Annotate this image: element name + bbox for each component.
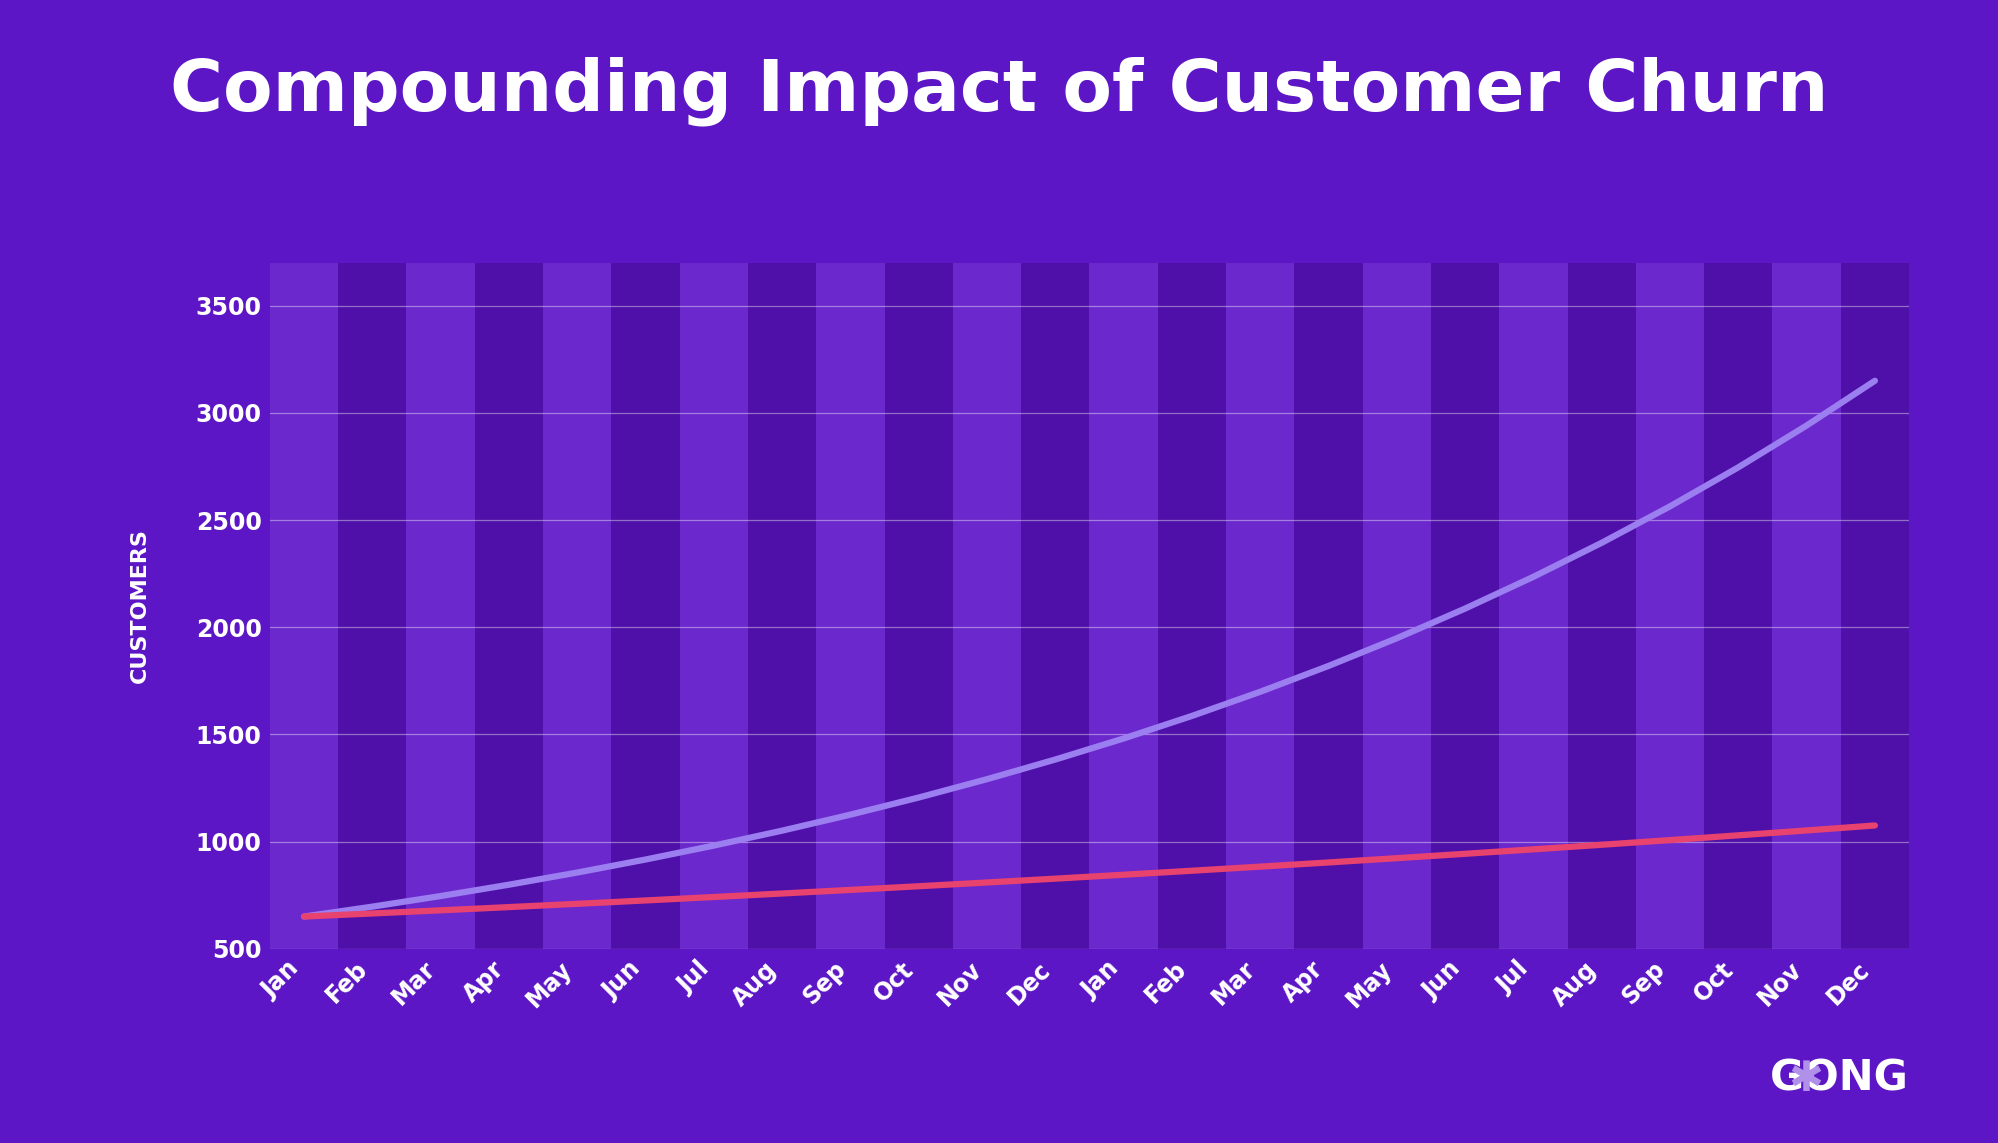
Bar	[679, 263, 747, 949]
Bar	[406, 263, 476, 949]
Bar	[1702, 263, 1772, 949]
Bar	[1431, 263, 1498, 949]
Text: Compounding Impact of Customer Churn: Compounding Impact of Customer Churn	[170, 57, 1828, 126]
Bar	[611, 263, 679, 949]
Bar	[1363, 263, 1431, 949]
Text: ✱: ✱	[1788, 1057, 1822, 1100]
Text: CUSTOMERS: CUSTOMERS	[130, 528, 150, 684]
Bar	[543, 263, 611, 949]
Bar	[1772, 263, 1840, 949]
Bar	[1566, 263, 1634, 949]
Bar	[1634, 263, 1702, 949]
Text: GONG: GONG	[1770, 1057, 1908, 1100]
Bar	[953, 263, 1021, 949]
Bar	[1225, 263, 1295, 949]
Bar	[815, 263, 883, 949]
Bar	[883, 263, 953, 949]
Bar	[1498, 263, 1566, 949]
Bar	[1157, 263, 1225, 949]
Bar	[1295, 263, 1363, 949]
Bar	[338, 263, 406, 949]
Bar	[1840, 263, 1908, 949]
Bar	[476, 263, 543, 949]
Bar	[270, 263, 338, 949]
Bar	[1089, 263, 1157, 949]
Bar	[1021, 263, 1089, 949]
Bar	[747, 263, 815, 949]
